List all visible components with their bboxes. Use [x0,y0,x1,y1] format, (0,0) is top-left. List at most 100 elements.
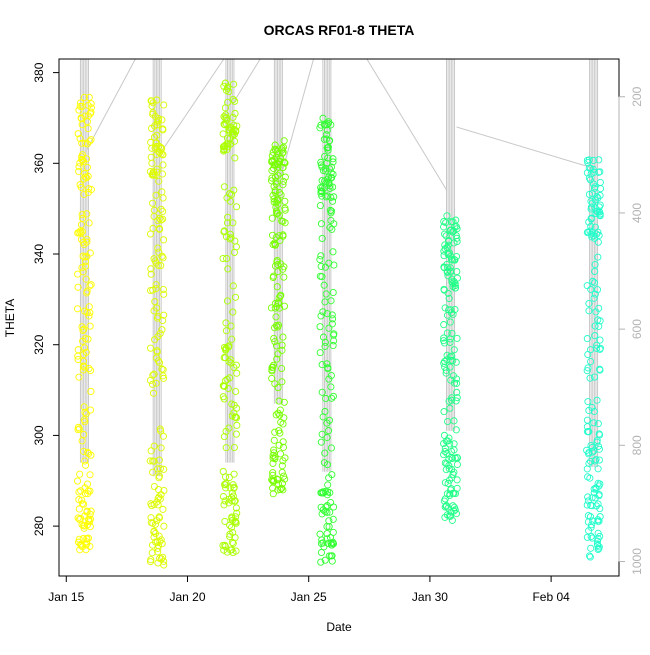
data-point-rf03 [221,382,229,390]
data-point-rf04 [272,411,280,419]
data-point-rf04 [279,181,287,189]
data-point-rf02 [159,432,167,440]
data-point-rf03 [222,327,230,335]
data-point-rf01 [76,134,84,143]
data-point-rf02 [150,482,158,491]
data-point-rf01 [87,507,95,515]
data-point-rf07 [583,416,591,424]
data-point-rf07 [591,322,599,330]
data-point-rf04 [268,174,276,182]
data-point-rf01 [85,93,93,101]
data-point-rf01 [77,114,85,122]
data-point-rf02 [149,389,158,397]
data-point-rf02 [155,456,163,464]
data-point-rf03 [224,384,232,393]
data-point-rf01 [82,541,90,549]
data-point-rf01 [82,461,90,469]
data-point-rf01 [75,488,83,496]
data-point-rf01 [81,418,89,426]
data-point-rf06 [449,218,457,226]
data-point-rf01 [87,100,95,108]
data-point-rf02 [149,371,157,379]
data-point-rf04 [279,333,287,341]
data-point-rf04 [276,485,284,494]
data-point-rf06 [446,404,454,412]
data-point-rf02 [153,538,161,546]
data-point-rf06 [441,503,449,511]
data-point-rf05 [321,164,329,172]
data-point-rf05 [327,194,335,202]
data-point-rf05 [321,298,329,306]
data-point-rf06 [452,375,461,383]
data-point-rf03 [219,492,227,501]
data-point-rf05 [317,503,325,511]
data-point-rf04 [270,182,278,190]
data-point-rf01 [83,210,91,218]
data-point-rf04 [275,294,283,302]
data-point-rf07 [593,344,601,352]
data-point-rf04 [280,398,288,406]
data-point-rf07 [594,516,602,524]
data-point-rf01 [74,346,82,354]
data-point-rf01 [87,387,95,395]
data-point-rf03 [224,213,232,221]
data-point-rf02 [147,519,155,527]
data-point-rf06 [447,255,456,263]
data-point-rf05 [325,375,333,383]
data-point-rf06 [441,241,449,249]
data-point-rf01 [81,344,89,352]
data-point-rf02 [156,465,164,473]
data-point-rf07 [589,165,597,173]
data-point-rf03 [228,513,236,521]
data-point-rf03 [230,470,238,478]
data-point-rf03 [220,395,228,403]
data-point-rf01 [84,124,92,132]
data-point-rf04 [275,189,284,197]
data-point-rf03 [228,538,236,546]
data-point-rf05 [320,281,328,289]
data-point-rf03 [219,130,227,138]
data-point-rf03 [228,523,236,531]
data-point-rf04 [281,475,289,483]
data-point-rf06 [440,321,448,329]
data-point-rf07 [587,441,595,450]
data-point-rf03 [230,497,238,505]
data-point-rf04 [270,195,278,203]
data-point-rf06 [452,397,460,405]
data-point-rf06 [451,506,459,514]
data-point-rf02 [159,207,167,215]
data-point-rf02 [155,248,163,256]
data-point-rf02 [146,230,155,238]
data-point-rf01 [85,364,93,373]
data-point-rf01 [84,490,92,498]
data-point-rf04 [280,472,288,480]
data-point-rf01 [80,430,88,439]
data-point-rf06 [452,232,460,240]
data-point-rf01 [83,155,91,163]
data-point-rf05 [317,548,325,557]
data-point-rf04 [271,145,279,153]
data-point-rf05 [326,223,334,232]
data-point-rf02 [149,286,157,294]
data-point-rf05 [330,503,338,511]
data-point-rf03 [226,230,234,238]
data-point-rf06 [453,484,461,492]
data-point-rf01 [81,173,89,181]
data-point-rf04 [281,159,289,167]
data-point-rf03 [223,297,232,305]
data-point-rf05 [326,508,334,516]
data-point-rf05 [329,288,337,297]
data-point-rf05 [319,308,327,316]
data-point-rf07 [588,521,596,529]
data-point-rf07 [585,299,593,308]
data-point-rf07 [583,446,591,454]
x-tick-label: Jan 30 [412,590,448,604]
data-point-rf06 [444,437,452,445]
data-point-rf03 [222,86,230,94]
data-point-rf05 [324,488,332,496]
data-point-rf04 [275,211,283,219]
data-point-rf04 [279,443,287,451]
data-point-rf03 [229,481,237,489]
data-point-rf05 [317,187,325,195]
